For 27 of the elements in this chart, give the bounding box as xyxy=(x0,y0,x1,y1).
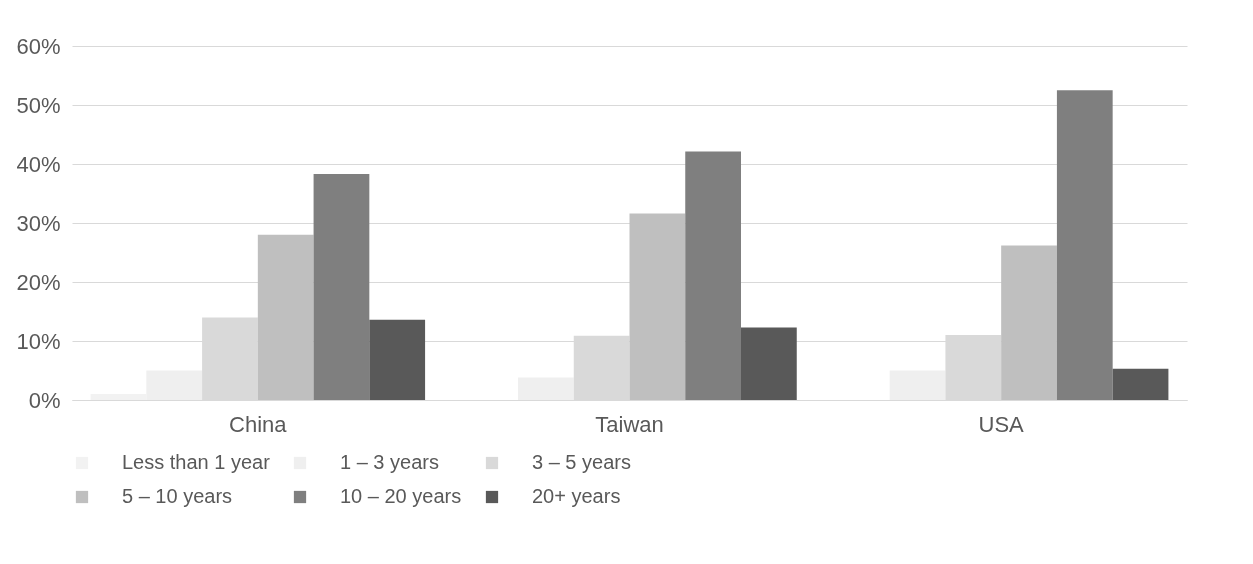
legend-label: 5 – 10 years xyxy=(122,485,233,507)
legend-label: Less than 1 year xyxy=(122,451,271,473)
legend-label: 10 – 20 years xyxy=(340,485,462,507)
bar xyxy=(629,213,686,400)
bar xyxy=(741,327,797,400)
y-tick-label: 0% xyxy=(28,387,61,413)
bar xyxy=(685,151,741,400)
y-tick-label: 30% xyxy=(16,210,61,236)
bar xyxy=(889,370,946,400)
x-tick-label: China xyxy=(229,411,288,437)
bar xyxy=(518,377,574,400)
x-tick-label: Taiwan xyxy=(595,411,664,437)
y-tick-label: 20% xyxy=(16,269,61,295)
bar xyxy=(1112,368,1169,400)
legend-label: 20+ years xyxy=(532,485,621,507)
legend-label: 1 – 3 years xyxy=(340,451,439,473)
bar xyxy=(257,234,314,400)
bar xyxy=(369,319,426,400)
bar xyxy=(1056,90,1113,400)
x-tick-label: USA xyxy=(978,411,1025,437)
y-tick-label: 40% xyxy=(16,151,61,177)
bar xyxy=(313,174,370,400)
legend-label: 3 – 5 years xyxy=(532,451,631,473)
y-tick-label: 60% xyxy=(16,33,61,59)
y-tick-label: 50% xyxy=(16,92,61,118)
y-tick-label: 10% xyxy=(16,328,61,354)
bar xyxy=(1001,245,1057,400)
